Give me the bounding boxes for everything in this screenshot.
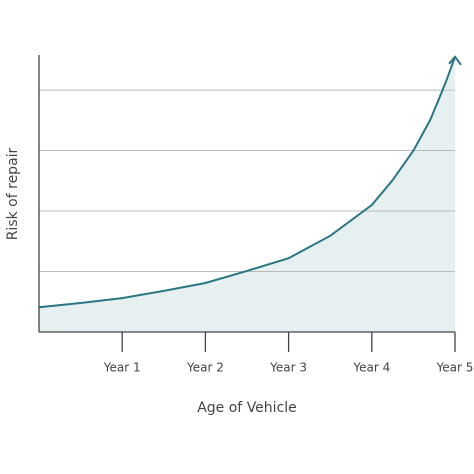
area-fill	[39, 56, 455, 332]
x-tick-label: Year 5	[436, 361, 474, 375]
x-tick-label: Year 1	[103, 361, 141, 375]
line	[38, 56, 456, 309]
x-tick-label: Year 4	[352, 361, 390, 375]
x-tick-label: Year 2	[186, 361, 224, 375]
arrow-head	[448, 55, 462, 66]
x-axis-label: Age of Vehicle	[197, 400, 297, 416]
y-axis-label: Risk of repair	[5, 147, 21, 240]
x-tick-label: Year 3	[269, 361, 307, 375]
